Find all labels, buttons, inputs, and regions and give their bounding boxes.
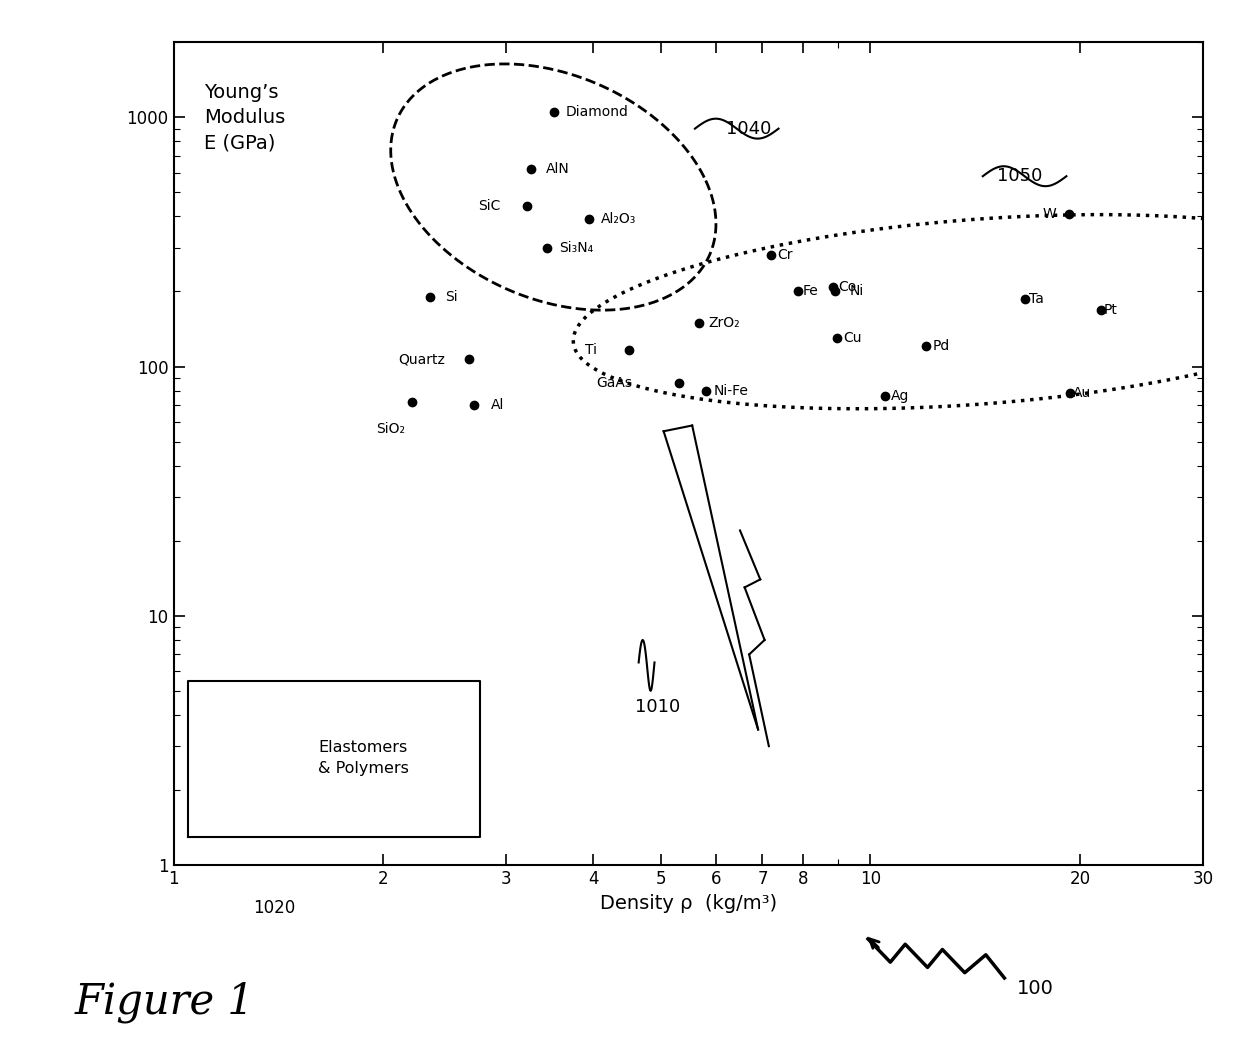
Text: Ta: Ta bbox=[1029, 292, 1044, 306]
Text: 1040: 1040 bbox=[725, 119, 771, 137]
Text: Diamond: Diamond bbox=[565, 104, 629, 119]
Text: AlN: AlN bbox=[546, 162, 569, 176]
Text: Figure 1: Figure 1 bbox=[74, 981, 254, 1023]
Text: 1020: 1020 bbox=[253, 899, 295, 917]
Text: Fe: Fe bbox=[802, 285, 818, 299]
Text: SiC: SiC bbox=[479, 199, 501, 213]
Text: Ni-Fe: Ni-Fe bbox=[713, 384, 748, 398]
Text: ZrO₂: ZrO₂ bbox=[708, 315, 740, 329]
Text: W: W bbox=[1043, 207, 1056, 220]
Text: GaAs: GaAs bbox=[596, 376, 632, 390]
Text: 1050: 1050 bbox=[997, 167, 1043, 186]
Text: Young’s
Modulus
E (GPa): Young’s Modulus E (GPa) bbox=[205, 83, 285, 152]
Text: Pd: Pd bbox=[932, 339, 950, 352]
Text: Ti: Ti bbox=[585, 344, 596, 358]
Text: Ag: Ag bbox=[890, 389, 909, 403]
Text: Si₃N₄: Si₃N₄ bbox=[559, 241, 594, 254]
Text: Ni: Ni bbox=[851, 285, 864, 299]
Text: Elastomers
& Polymers: Elastomers & Polymers bbox=[317, 740, 408, 775]
Text: Si: Si bbox=[445, 290, 458, 304]
Text: Al₂O₃: Al₂O₃ bbox=[600, 212, 636, 226]
Text: Cu: Cu bbox=[843, 331, 862, 345]
Text: SiO₂: SiO₂ bbox=[376, 422, 404, 436]
Text: Pt: Pt bbox=[1104, 304, 1117, 318]
Text: Cr: Cr bbox=[777, 248, 792, 263]
Text: Au: Au bbox=[1073, 386, 1091, 401]
Text: 1010: 1010 bbox=[635, 698, 681, 716]
X-axis label: Density ρ  (kg/m³): Density ρ (kg/m³) bbox=[600, 894, 776, 913]
Text: Co: Co bbox=[838, 280, 857, 293]
Text: Al: Al bbox=[491, 398, 503, 413]
Text: 100: 100 bbox=[1017, 979, 1054, 998]
Text: Quartz: Quartz bbox=[398, 352, 445, 366]
